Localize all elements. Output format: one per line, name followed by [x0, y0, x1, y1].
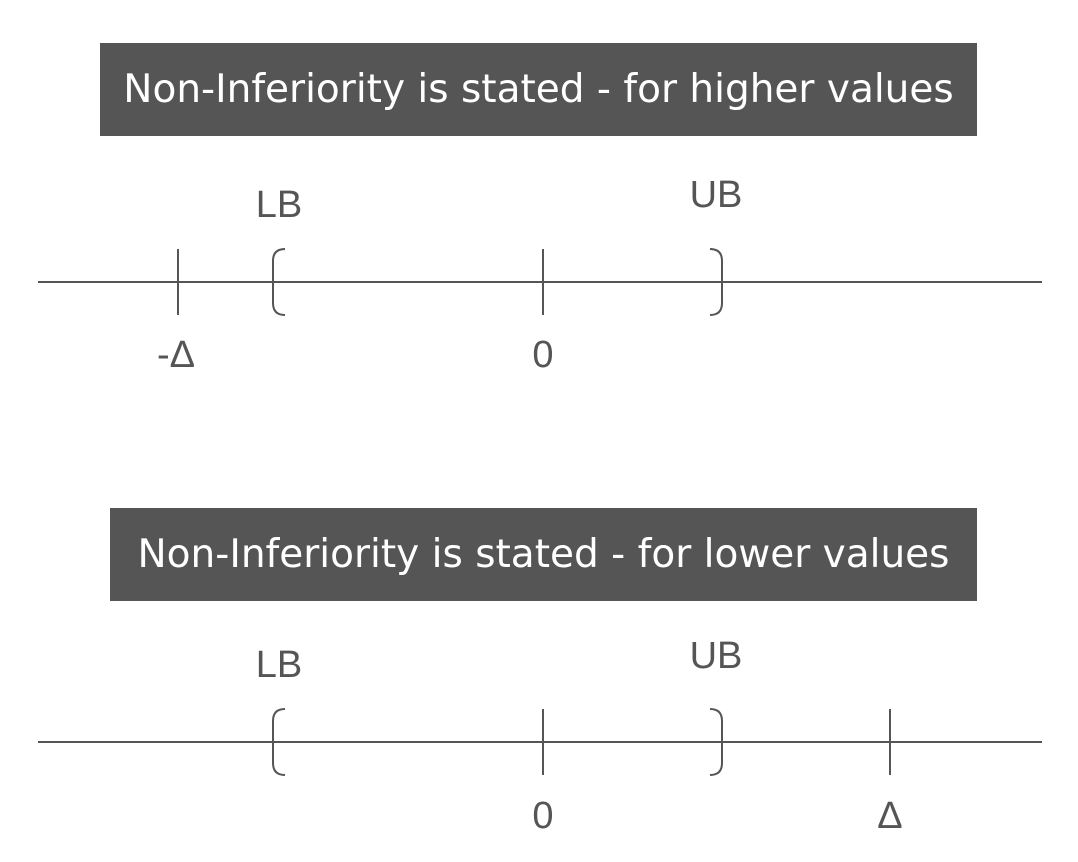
panel-2-title: Non-Inferiority is stated - for lower va…: [137, 532, 950, 577]
panel-2-zero-label: 0: [532, 795, 553, 837]
panel-1-lb-label: LB: [256, 184, 302, 226]
panel-1-title-banner: Non-Inferiority is stated - for higher v…: [100, 43, 977, 136]
panel-1-upper-bound-bracket: [709, 248, 723, 316]
panel-2-lower-bound-bracket: [272, 708, 286, 776]
panel-2-title-banner: Non-Inferiority is stated - for lower va…: [110, 508, 977, 601]
panel-1-lower-bound-bracket: [272, 248, 286, 316]
panel-2-upper-bound-bracket: [709, 708, 723, 776]
panel-2-ub-label: UB: [690, 635, 743, 677]
panel-1-ub-label: UB: [690, 174, 743, 216]
panel-2-margin-label: Δ: [877, 795, 902, 837]
panel-2-lb-label: LB: [256, 644, 302, 686]
panel-1-margin-label: -Δ: [157, 334, 195, 376]
panel-1-title: Non-Inferiority is stated - for higher v…: [123, 67, 954, 112]
panel-1-zero-label: 0: [532, 334, 553, 376]
